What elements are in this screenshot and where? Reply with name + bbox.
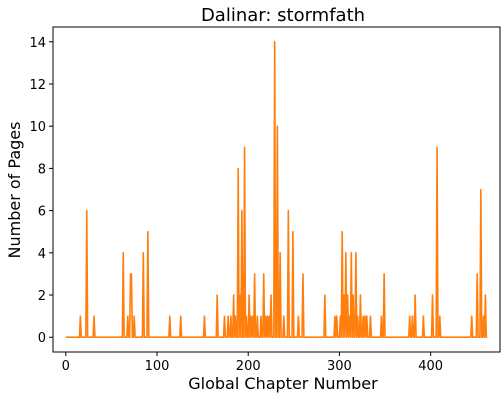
series-line <box>65 40 488 339</box>
x-axis-ticks: 0 100 200 300 400 <box>62 352 443 374</box>
x-tick-label: 100 <box>145 359 170 374</box>
y-tick-label: 12 <box>29 78 46 93</box>
y-tick-label: 0 <box>38 331 46 346</box>
chart-title: Dalinar: stormfath <box>201 5 365 26</box>
y-tick-label: 4 <box>38 247 46 262</box>
x-tick-label: 300 <box>327 359 352 374</box>
x-axis-label: Global Chapter Number <box>188 374 378 393</box>
x-tick-label: 400 <box>418 359 443 374</box>
y-axis-label: Number of Pages <box>5 122 24 259</box>
y-tick-label: 10 <box>29 120 46 135</box>
y-tick-label: 8 <box>38 162 46 177</box>
y-tick-label: 6 <box>38 205 46 220</box>
y-tick-label: 14 <box>29 36 46 51</box>
x-tick-label: 200 <box>236 359 261 374</box>
plot-area <box>52 26 501 353</box>
y-tick-label: 2 <box>38 289 46 304</box>
axes-frame <box>52 26 501 353</box>
y-axis-ticks: 0 2 4 6 8 10 12 14 <box>29 36 53 346</box>
x-tick-label: 0 <box>62 359 70 374</box>
